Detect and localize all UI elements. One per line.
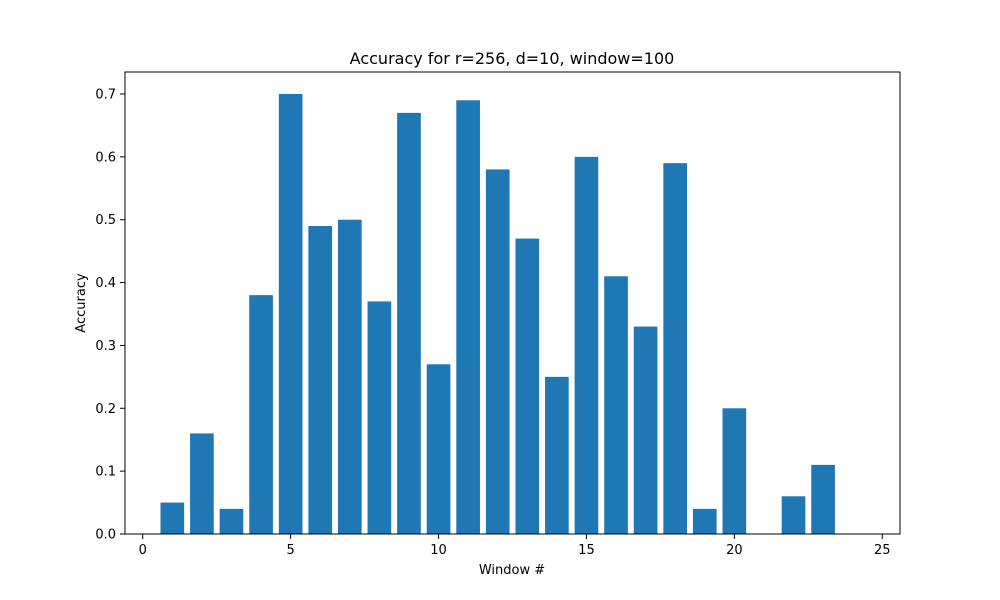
x-tick-label: 10: [430, 543, 447, 558]
bar-window-10: [426, 364, 451, 534]
y-axis-label: Accuracy: [74, 273, 89, 333]
bar-window-6: [308, 226, 333, 534]
bar-window-17: [633, 326, 658, 534]
y-tick-label: 0.6: [95, 150, 116, 165]
x-tick-label: 25: [874, 543, 891, 558]
x-axis-ticks: 0 5 10 15 20 25: [139, 534, 891, 558]
bar-window-12: [485, 169, 510, 534]
x-tick-label: 20: [726, 543, 743, 558]
bar-window-4: [249, 295, 273, 534]
bar-window-3: [219, 508, 244, 534]
y-tick-label: 0.7: [95, 88, 116, 103]
bar-window-5: [278, 94, 303, 534]
y-tick-label: 0.1: [95, 465, 116, 480]
bar-window-19: [692, 508, 717, 534]
y-axis-ticks: 0.0 0.1 0.2 0.3 0.4 0.5 0.6 0.7: [95, 88, 125, 543]
bar-window-20: [722, 408, 747, 534]
bar-window-1: [160, 502, 185, 534]
plot-frame: [124, 71, 901, 535]
bar-window-14: [545, 376, 569, 534]
x-axis-label: Window #: [479, 563, 545, 578]
bar-window-7: [337, 219, 362, 534]
y-tick-label: 0.3: [95, 339, 116, 354]
y-tick-label: 0.4: [95, 276, 116, 291]
y-tick-label: 0.5: [95, 213, 116, 228]
bar-window-2: [190, 433, 214, 534]
bar-window-23: [811, 464, 835, 534]
bar-window-8: [367, 301, 392, 534]
chart-title: Accuracy for r=256, d=10, window=100: [350, 49, 675, 68]
bars-group: [160, 94, 835, 535]
x-tick-label: 0: [139, 543, 147, 558]
x-tick-label: 5: [287, 543, 295, 558]
bar-window-15: [574, 156, 599, 534]
bar-window-16: [604, 276, 628, 534]
y-tick-label: 0.0: [95, 528, 116, 543]
bar-window-22: [781, 496, 806, 534]
bar-window-13: [515, 238, 540, 535]
bar-window-9: [397, 112, 421, 534]
x-tick-label: 15: [578, 543, 595, 558]
bar-window-18: [663, 163, 688, 534]
bar-window-11: [456, 100, 480, 535]
y-tick-label: 0.2: [95, 402, 116, 417]
